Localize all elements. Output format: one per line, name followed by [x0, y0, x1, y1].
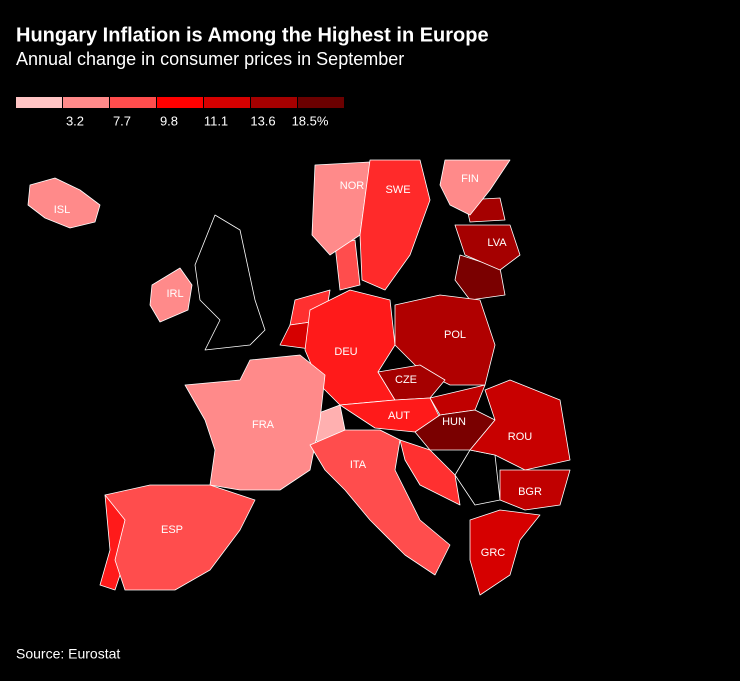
title: Hungary Inflation is Among the Highest i…	[16, 24, 489, 46]
subtitle: Annual change in consumer prices in Sept…	[16, 49, 404, 69]
country-shape	[27, 177, 101, 229]
country-label: CZE	[395, 374, 417, 386]
legend-swatch	[204, 97, 250, 108]
country-label: GRC	[481, 547, 506, 559]
country-label: FRA	[252, 419, 275, 431]
legend: 3.2 7.7 9.8 11.1 13.6 18.5%	[16, 97, 344, 128]
country-shape	[104, 484, 256, 591]
legend-label: 7.7	[113, 113, 131, 128]
country-shape	[469, 509, 541, 596]
country-label: SWE	[385, 184, 410, 196]
country-label: HUN	[442, 416, 466, 428]
country-shape	[499, 469, 571, 511]
country-label: DEU	[334, 346, 357, 358]
legend-label: 3.2	[66, 113, 84, 128]
country-shape	[311, 161, 371, 256]
country-label: LVA	[487, 237, 507, 249]
legend-label: 13.6	[250, 113, 275, 128]
source: Source: Eurostat	[16, 646, 120, 662]
legend-label: 18.5%	[292, 113, 329, 128]
country-label: POL	[444, 329, 466, 341]
legend-label: 11.1	[204, 113, 228, 128]
country-shape	[377, 364, 446, 401]
country-shape	[394, 294, 496, 386]
legend-swatch	[16, 97, 62, 108]
country-label: ESP	[161, 524, 183, 536]
labeled-countries: ISL NOR SWE FIN LVA IRL DEU POL CZE AUT HUN ROU FRA I…	[27, 159, 571, 596]
country-shape	[184, 354, 326, 491]
country-shape	[454, 449, 501, 506]
country-shape	[149, 267, 193, 323]
legend-label: 9.8	[160, 113, 178, 128]
legend-swatch	[251, 97, 297, 108]
country-label: IRL	[166, 288, 183, 300]
legend-swatch	[298, 97, 344, 108]
country-label: BGR	[518, 486, 542, 498]
country-shape	[194, 214, 266, 351]
legend-swatch	[110, 97, 156, 108]
country-label: ITA	[350, 459, 367, 471]
country-shape	[359, 159, 431, 291]
country-label: ISL	[54, 204, 71, 216]
country-label: AUT	[388, 410, 410, 422]
legend-swatch	[157, 97, 203, 108]
country-shape	[454, 224, 521, 271]
legend-swatch	[63, 97, 109, 108]
country-shape	[309, 429, 451, 576]
country-shape	[439, 159, 511, 216]
country-label: FIN	[461, 173, 479, 185]
country-label: ROU	[508, 431, 533, 443]
country-label: NOR	[340, 180, 365, 192]
